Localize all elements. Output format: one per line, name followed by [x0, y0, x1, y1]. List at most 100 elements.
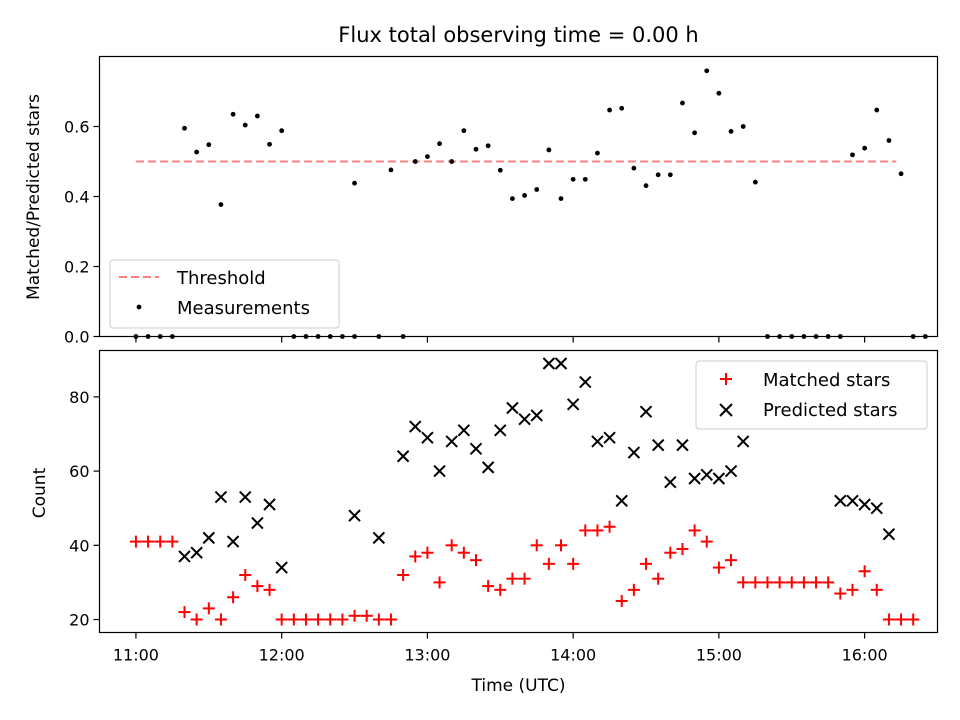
matched-star-marker: [725, 554, 738, 567]
predicted-star-marker: [676, 438, 689, 452]
ratio-xticks: [135, 336, 866, 343]
matched-star-marker: [263, 583, 276, 596]
predicted-star-marker: [736, 435, 750, 448]
matched-star-marker: [129, 535, 142, 548]
matched-star-marker: [785, 576, 798, 589]
ratio-panel: 0.0 0.2 0.4 0.6 Matched/Predicted stars Thr…: [24, 55, 939, 347]
predicted-star-stroke: [457, 424, 471, 437]
predicted-star-stroke: [554, 357, 568, 370]
predicted-star-marker: [409, 420, 422, 433]
predicted-star-marker: [226, 535, 240, 548]
measurement-point: [570, 176, 576, 182]
measurement-point: [716, 90, 722, 96]
predicted-star-stroke: [870, 501, 883, 515]
predicted-star-stroke: [263, 498, 276, 511]
measurement-point: [194, 149, 200, 155]
measurement-point: [449, 159, 455, 164]
measurement-point: [534, 187, 540, 192]
predicted-star-marker: [251, 516, 264, 530]
measurement-point: [704, 68, 710, 74]
matched-star-marker: [846, 583, 859, 596]
predicted-star-marker: [372, 531, 386, 545]
count-legend-box: [695, 360, 928, 430]
predicted-legend-swatch: [719, 403, 733, 417]
predicted-star-stroke: [506, 401, 519, 415]
matched-star-marker: [773, 576, 786, 589]
measurement-point: [752, 179, 758, 185]
count-xtick-label: 11:00: [113, 646, 159, 665]
matched-star-marker: [530, 539, 543, 552]
predicted-star-marker: [870, 501, 883, 515]
predicted-star-stroke: [627, 446, 641, 459]
predicted-star-marker: [433, 464, 446, 478]
matched-star-marker: [227, 591, 240, 604]
matched-star-marker: [214, 613, 227, 626]
matched-star-marker: [433, 576, 446, 589]
measurement-point: [182, 125, 187, 131]
count-xticks: 11:00 12:00 13:00 14:00 15:00 16:00: [113, 632, 888, 665]
predicted-star-stroke: [518, 412, 531, 426]
predicted-star-marker: [591, 435, 604, 448]
predicted-star-stroke: [639, 405, 653, 418]
matched-star-marker: [494, 583, 507, 596]
matched-star-marker: [615, 594, 628, 607]
predicted-star-stroke: [724, 464, 738, 478]
matched-star-marker: [700, 535, 713, 548]
measurement-point: [850, 152, 855, 158]
matched-star-marker: [542, 557, 555, 570]
ratio-ytick-label: 0.0: [64, 328, 89, 347]
predicted-star-marker: [566, 398, 580, 411]
measurement-point: [461, 128, 467, 134]
predicted-star-stroke: [700, 468, 713, 482]
matched-star-marker: [336, 613, 349, 626]
predicted-star-marker: [664, 476, 677, 489]
predicted-star-marker: [202, 531, 216, 545]
matched-star-marker: [372, 613, 385, 626]
predicted-star-stroke: [445, 435, 458, 448]
ratio-legend: Threshold Measurements: [109, 259, 340, 329]
count-ytick-label: 60: [69, 462, 89, 481]
predicted-star-marker: [396, 450, 410, 463]
predicted-star-stroke: [846, 494, 859, 507]
matched-star-marker: [555, 539, 568, 552]
measurement-point: [558, 196, 564, 202]
predicted-star-stroke: [579, 375, 592, 389]
matched-star-marker: [178, 606, 191, 619]
predicted-star-marker: [348, 509, 361, 522]
measurement-point: [218, 202, 224, 207]
count-yticks: 20 40 60 80: [69, 388, 100, 630]
matched-star-marker: [591, 524, 604, 537]
measurement-point: [619, 105, 625, 111]
predicted-star-stroke: [542, 357, 556, 370]
count-xtick-label: 13:00: [404, 646, 450, 665]
predicted-star-marker: [494, 424, 507, 437]
matched-star-marker: [360, 609, 373, 622]
predicted-star-marker: [239, 490, 252, 504]
measurement-point: [667, 172, 673, 178]
measurement-point: [267, 141, 272, 147]
measurement-point: [886, 138, 892, 143]
predicted-star-marker: [263, 498, 276, 511]
matched-star-marker: [797, 576, 810, 589]
matched-legend-label: Matched stars: [763, 370, 890, 391]
predicted-star-marker: [627, 446, 641, 459]
ratio-ytick-label: 0.6: [64, 118, 89, 137]
matched-star-marker: [834, 587, 847, 600]
ratio-ylabel: Matched/Predicted stars: [24, 94, 44, 300]
threshold-legend-label: Threshold: [176, 268, 266, 289]
matched-star-marker: [482, 580, 495, 593]
predicted-star-marker: [554, 357, 568, 370]
matched-star-marker: [324, 613, 337, 626]
matched-star-marker: [518, 572, 531, 585]
measurement-point: [510, 196, 515, 202]
measurement-point: [412, 159, 418, 164]
measurement-point: [582, 176, 588, 182]
matched-star-marker: [640, 557, 653, 570]
measurement-point: [874, 107, 880, 113]
measurement-point: [680, 100, 685, 106]
matched-star-marker: [445, 539, 458, 552]
matched-star-marker: [275, 613, 288, 626]
predicted-star-stroke: [214, 490, 228, 504]
matched-star-marker: [287, 613, 300, 626]
measurements-legend-label: Measurements: [177, 298, 310, 319]
